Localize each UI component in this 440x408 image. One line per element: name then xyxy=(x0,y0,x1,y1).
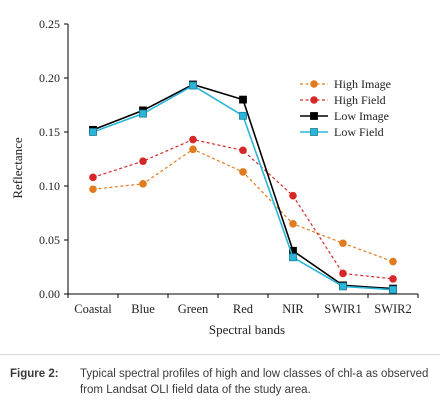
data-point xyxy=(89,185,97,194)
data-point xyxy=(339,269,347,278)
series-high-image xyxy=(89,145,397,266)
data-point xyxy=(339,239,347,248)
legend-label: Low Image xyxy=(334,109,389,123)
legend-swatch-marker xyxy=(310,128,318,136)
y-tick-label: 0.05 xyxy=(39,233,60,247)
data-point xyxy=(239,111,247,120)
x-tick-label: Green xyxy=(178,302,209,316)
legend-label: High Image xyxy=(334,77,391,91)
y-tick-label: 0.20 xyxy=(39,71,60,85)
legend-label: High Field xyxy=(334,93,386,107)
chart: 0.00 0.05 0.10 0.15 0.20 0.25 Coastal Blue Gree… xyxy=(10,17,419,337)
y-tick-label: 0.00 xyxy=(39,287,60,301)
data-point xyxy=(139,180,147,188)
series-line xyxy=(92,148,394,263)
data-point xyxy=(89,128,97,136)
legend-item: Low Field xyxy=(300,125,384,139)
legend-item: High Image xyxy=(300,77,391,91)
legend-swatch-marker xyxy=(310,96,318,104)
legend-swatch-marker xyxy=(310,112,318,120)
data-point xyxy=(189,81,197,90)
x-axis-label: Spectral bands xyxy=(209,322,285,337)
data-point xyxy=(89,173,97,182)
caption-divider xyxy=(0,354,440,355)
caption-text: Typical spectral profiles of high and lo… xyxy=(80,368,429,396)
y-tick-label: 0.10 xyxy=(39,179,60,193)
legend: High Image High Field Low Image Low Field xyxy=(300,77,391,139)
series-high-field xyxy=(89,135,397,283)
data-point xyxy=(189,145,197,154)
y-ticks: 0.00 0.05 0.10 0.15 0.20 0.25 xyxy=(39,17,68,301)
legend-label: Low Field xyxy=(334,125,384,139)
x-tick-label: NIR xyxy=(282,302,304,316)
data-point xyxy=(239,168,247,176)
axes xyxy=(67,24,418,295)
legend-item: High Field xyxy=(300,93,386,107)
y-axis-label: Reflectance xyxy=(10,137,25,199)
series-line xyxy=(92,138,394,280)
data-point xyxy=(139,109,147,118)
data-point xyxy=(239,146,247,155)
y-tick-label: 0.25 xyxy=(39,17,60,31)
data-point xyxy=(289,191,297,200)
chart-svg: 0.00 0.05 0.10 0.15 0.20 0.25 Coastal Blue Gree… xyxy=(10,17,419,337)
legend-item: Low Image xyxy=(300,109,389,123)
data-point xyxy=(389,285,397,294)
series-low-field xyxy=(89,81,397,294)
data-point xyxy=(389,257,397,266)
series-group xyxy=(89,80,397,294)
data-point xyxy=(189,135,197,144)
x-ticks: Coastal Blue Green Red NIR SWIR1 SWIR2 xyxy=(67,294,419,316)
data-point xyxy=(139,157,147,165)
x-tick-label: Coastal xyxy=(74,302,112,316)
data-point xyxy=(289,253,297,262)
x-tick-label: Red xyxy=(233,302,254,316)
data-point xyxy=(389,275,397,283)
data-point xyxy=(339,282,347,291)
x-tick-label: SWIR1 xyxy=(324,302,362,316)
x-tick-label: Blue xyxy=(131,302,155,316)
data-point xyxy=(289,220,297,228)
y-tick-label: 0.15 xyxy=(39,125,60,139)
data-point xyxy=(239,95,247,104)
caption-label: Figure 2: xyxy=(10,368,59,380)
legend-swatch-marker xyxy=(310,80,318,88)
x-tick-label: SWIR2 xyxy=(374,302,412,316)
